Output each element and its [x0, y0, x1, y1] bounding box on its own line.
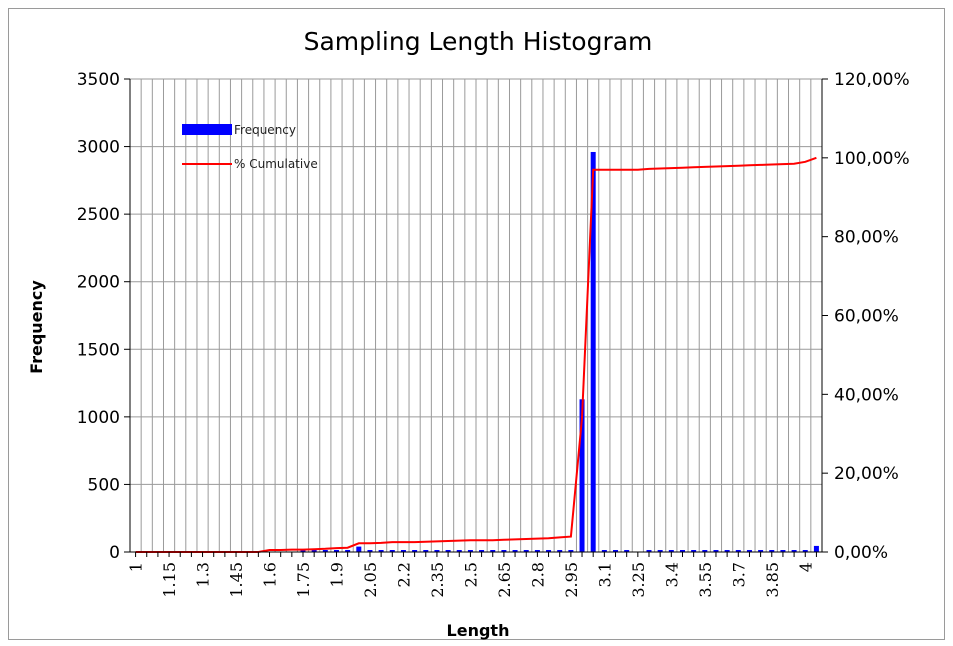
x-tick-label: 1.45: [227, 562, 246, 598]
left-tick-label: 1000: [77, 408, 120, 428]
x-tick-label: 1.15: [160, 562, 179, 598]
legend-frequency-swatch: [182, 124, 232, 135]
left-tick-label: 3500: [77, 70, 120, 90]
x-tick-label: 2.35: [428, 562, 447, 598]
frequency-bar: [378, 550, 384, 552]
right-tick-label: 100,00%: [834, 149, 910, 169]
x-tick-label: 2.5: [461, 562, 480, 587]
frequency-bar: [735, 550, 741, 552]
x-tick-label: 3.7: [729, 562, 748, 587]
frequency-bar: [534, 550, 540, 552]
legend-frequency-label: Frequency: [234, 123, 296, 137]
frequency-bar: [691, 550, 697, 552]
x-tick-label: 2.2: [395, 562, 414, 587]
x-tick-label: 3.25: [629, 562, 648, 598]
right-tick-label: 40,00%: [834, 385, 899, 405]
x-tick-label: 2.05: [361, 562, 380, 598]
frequency-bar: [512, 550, 518, 552]
frequency-bar: [345, 549, 351, 552]
frequency-bar: [746, 550, 752, 552]
left-tick-label: 1500: [77, 340, 120, 360]
frequency-bar: [322, 550, 328, 552]
right-tick-label: 20,00%: [834, 464, 899, 484]
frequency-bar: [557, 550, 563, 552]
right-tick-label: 80,00%: [834, 228, 899, 248]
frequency-bar: [679, 550, 685, 552]
x-tick-label: 3.55: [696, 562, 715, 598]
x-tick-label: 3.1: [595, 562, 614, 587]
right-tick-label: 0,00%: [834, 543, 888, 563]
left-tick-label: 3000: [77, 138, 120, 158]
chart-title: Sampling Length Histogram: [304, 27, 653, 56]
y-axis-title: Frequency: [27, 280, 46, 374]
frequency-bar: [780, 550, 786, 552]
frequency-bar: [601, 550, 607, 552]
frequency-bar: [456, 550, 462, 552]
frequency-bar: [724, 550, 730, 552]
right-tick-label: 120,00%: [834, 70, 910, 90]
frequency-bar: [479, 550, 485, 552]
frequency-bar: [657, 550, 663, 552]
x-tick-label: 1.6: [261, 562, 280, 587]
left-tick-label: 2500: [77, 205, 120, 225]
x-axis-ticks: 1 1.15 1.3 1.45 1.6 1.75 1.9 2.05 2.2 2.35 2.5 2.65…: [127, 552, 817, 598]
frequency-bar: [434, 550, 440, 552]
x-tick-label: 3.85: [763, 562, 782, 598]
frequency-bar: [813, 545, 819, 552]
frequency-bar: [758, 550, 764, 552]
frequency-bar: [389, 550, 395, 552]
left-tick-label: 2000: [77, 273, 120, 293]
x-tick-label: 4: [796, 562, 815, 572]
legend-cumulative-label: % Cumulative: [234, 157, 318, 171]
frequency-bar: [300, 550, 306, 552]
frequency-bar: [646, 550, 652, 552]
frequency-bar: [546, 550, 552, 552]
frequency-bar: [333, 550, 339, 552]
frequency-bar: [412, 550, 418, 552]
frequency-bar: [367, 550, 373, 552]
right-axis-ticks: 0,00% 20,00% 40,00% 60,00% 80,00% 100,00% 120,…: [822, 70, 910, 563]
frequency-bar: [467, 550, 473, 552]
left-tick-label: 0: [109, 543, 120, 563]
frequency-bar: [445, 550, 451, 552]
frequency-bar: [791, 550, 797, 552]
x-tick-label: 1: [127, 562, 146, 572]
x-tick-label: 1.75: [294, 562, 313, 598]
frequency-bar: [400, 550, 406, 552]
frequency-bar: [356, 546, 362, 552]
grid-lines: [129, 78, 823, 553]
frequency-bars: [300, 151, 819, 552]
legend: Frequency % Cumulative: [182, 123, 318, 171]
frequency-bar: [579, 399, 585, 552]
x-tick-label: 2.95: [562, 562, 581, 598]
frequency-bar: [713, 550, 719, 552]
x-tick-label: 2.8: [528, 562, 547, 587]
x-tick-label: 1.9: [328, 562, 347, 587]
x-tick-label: 2.65: [495, 562, 514, 598]
frequency-bar: [802, 550, 808, 552]
frequency-bar: [769, 550, 775, 552]
frequency-bar: [501, 550, 507, 552]
frequency-bar: [702, 550, 708, 552]
frequency-bar: [568, 550, 574, 552]
right-tick-label: 60,00%: [834, 307, 899, 327]
frequency-bar: [613, 550, 619, 552]
x-tick-label: 1.3: [194, 562, 213, 587]
frequency-bar: [624, 550, 630, 552]
frequency-bar: [523, 550, 529, 552]
frequency-bar: [590, 151, 596, 552]
x-tick-label: 3.4: [662, 562, 681, 587]
frequency-bar: [311, 550, 317, 552]
frequency-bar: [490, 550, 496, 552]
left-tick-label: 500: [88, 475, 120, 495]
left-axis-ticks: 0 500 1000 1500 2000 2500 3000 3500: [77, 70, 130, 563]
x-axis-title: Length: [447, 621, 510, 640]
frequency-bar: [423, 550, 429, 552]
frequency-bar: [668, 550, 674, 552]
